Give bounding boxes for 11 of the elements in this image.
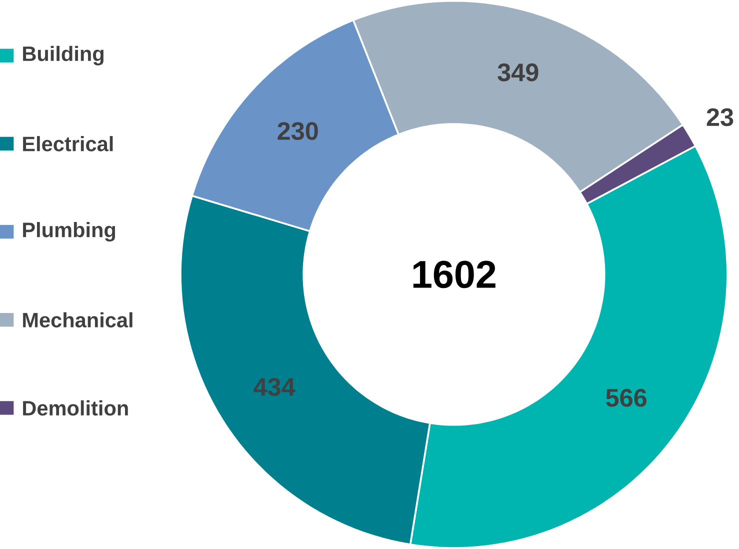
legend-label: Electrical xyxy=(23,136,113,152)
text: 1602 xyxy=(413,260,496,288)
legend-label: Plumbing xyxy=(23,222,116,242)
data-label: 23 xyxy=(706,108,734,126)
data-label: 566 xyxy=(606,388,646,407)
legend-label: Mechanical xyxy=(23,312,132,328)
data-label: 349 xyxy=(498,63,538,82)
data-label: 434 xyxy=(254,378,296,396)
data-label: 230 xyxy=(278,122,318,140)
legend-label: Demolition xyxy=(23,400,128,416)
legend-label: Building xyxy=(23,46,104,66)
